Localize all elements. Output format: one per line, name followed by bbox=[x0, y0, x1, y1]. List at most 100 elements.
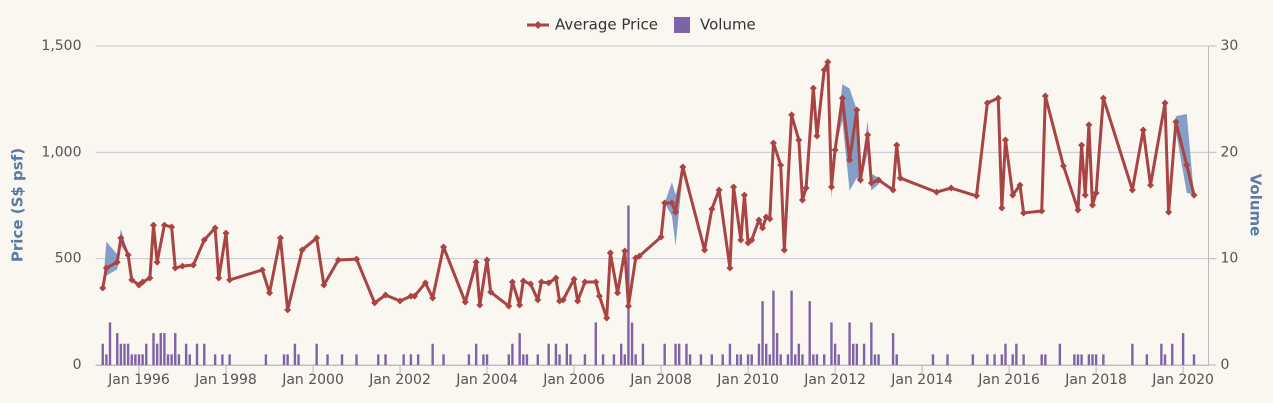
price-marker bbox=[487, 288, 495, 296]
x-tick-label: Jan 2002 bbox=[368, 372, 431, 388]
x-tick-label: Jan 2008 bbox=[629, 372, 692, 388]
price-marker bbox=[614, 289, 622, 297]
volume-bar bbox=[188, 354, 191, 365]
price-marker bbox=[766, 215, 774, 223]
volume-bar bbox=[105, 354, 108, 365]
volume-bar bbox=[101, 343, 104, 365]
volume-bar bbox=[870, 322, 873, 365]
volume-bar bbox=[326, 354, 329, 365]
volume-bar bbox=[442, 354, 445, 365]
price-marker bbox=[102, 264, 110, 272]
volume-bar bbox=[830, 322, 833, 365]
price-marker bbox=[215, 274, 223, 282]
legend-swatch bbox=[674, 17, 690, 33]
volume-bar bbox=[126, 343, 130, 365]
price-marker bbox=[632, 254, 640, 262]
price-marker bbox=[1038, 207, 1046, 215]
volume-bar bbox=[641, 343, 645, 365]
volume-bar bbox=[1192, 354, 1196, 365]
price-marker bbox=[1183, 161, 1191, 169]
volume-bar bbox=[402, 354, 405, 365]
volume-bar bbox=[547, 343, 550, 365]
volume-bar bbox=[1044, 354, 1047, 365]
price-marker bbox=[802, 184, 810, 192]
volume-bar bbox=[163, 333, 166, 365]
price-marker bbox=[621, 247, 629, 255]
volume-bar bbox=[554, 343, 558, 365]
price-marker bbox=[396, 297, 404, 305]
volume-bar bbox=[1102, 354, 1105, 365]
volume-bar bbox=[130, 354, 133, 365]
y2-tick-label: 10 bbox=[1221, 251, 1239, 267]
price-marker bbox=[545, 279, 553, 287]
x-tick-label: Jan 2014 bbox=[890, 372, 953, 388]
volume-bar bbox=[1087, 354, 1091, 365]
volume-bar bbox=[522, 354, 525, 365]
volume-bar bbox=[891, 333, 895, 365]
price-marker bbox=[933, 188, 941, 196]
price-marker bbox=[1139, 126, 1147, 134]
price-marker bbox=[258, 266, 266, 274]
price-marker bbox=[896, 174, 904, 182]
volume-bar bbox=[123, 343, 126, 365]
price-marker bbox=[715, 186, 723, 194]
price-marker bbox=[313, 234, 321, 242]
volume-bar bbox=[685, 343, 688, 365]
volume-bar bbox=[1094, 354, 1098, 365]
price-marker bbox=[440, 243, 448, 251]
volume-bar bbox=[746, 354, 750, 365]
volume-bar bbox=[282, 354, 286, 365]
x-tick-label: Jan 2012 bbox=[803, 372, 866, 388]
price-marker bbox=[846, 156, 854, 164]
price-marker bbox=[128, 276, 136, 284]
volume-bar bbox=[119, 343, 123, 365]
price-marker bbox=[200, 236, 208, 244]
volume-bar bbox=[619, 343, 623, 365]
price-marker bbox=[856, 176, 864, 184]
price-marker bbox=[153, 258, 161, 266]
volume-bar bbox=[286, 354, 289, 365]
volume-bar bbox=[431, 343, 434, 365]
volume-bar bbox=[1040, 354, 1043, 365]
price-marker bbox=[1041, 92, 1049, 100]
x-tick-label: Jan 2018 bbox=[1064, 372, 1127, 388]
price-marker bbox=[168, 223, 176, 231]
volume-bar bbox=[474, 343, 478, 365]
price-marker bbox=[755, 216, 763, 224]
price-marker bbox=[1099, 94, 1107, 102]
price-marker bbox=[559, 296, 567, 304]
price-marker bbox=[1078, 141, 1086, 149]
price-marker bbox=[679, 163, 687, 171]
volume-bar bbox=[355, 354, 358, 365]
volume-bar bbox=[416, 354, 420, 365]
price-marker bbox=[1020, 209, 1028, 217]
legend-text: Average Price bbox=[555, 16, 658, 34]
price-marker bbox=[777, 161, 785, 169]
volume-bar bbox=[1160, 343, 1163, 365]
volume-bar bbox=[873, 354, 877, 365]
price-marker bbox=[748, 236, 756, 244]
x-tick-label: Jan 2004 bbox=[455, 372, 518, 388]
price-marker bbox=[371, 299, 379, 307]
price-marker bbox=[824, 58, 832, 66]
volume-bar bbox=[986, 354, 989, 365]
price-marker bbox=[353, 255, 361, 263]
volume-bar bbox=[833, 343, 837, 365]
volume-bar bbox=[812, 354, 815, 365]
price-marker bbox=[998, 204, 1006, 212]
price-marker bbox=[461, 298, 469, 306]
price-marker bbox=[1001, 136, 1009, 144]
price-marker bbox=[160, 221, 168, 229]
price-marker bbox=[624, 302, 632, 310]
y-tick-label: 1,000 bbox=[41, 144, 81, 160]
volume-bar bbox=[790, 290, 793, 365]
x-tick-label: Jan 1998 bbox=[194, 372, 257, 388]
price-marker bbox=[603, 314, 611, 322]
price-marker bbox=[1165, 208, 1173, 216]
price-marker bbox=[276, 234, 284, 242]
price-marker bbox=[421, 279, 429, 287]
volume-bar bbox=[159, 333, 162, 365]
volume-bar bbox=[721, 354, 724, 365]
volume-bar bbox=[116, 333, 119, 365]
